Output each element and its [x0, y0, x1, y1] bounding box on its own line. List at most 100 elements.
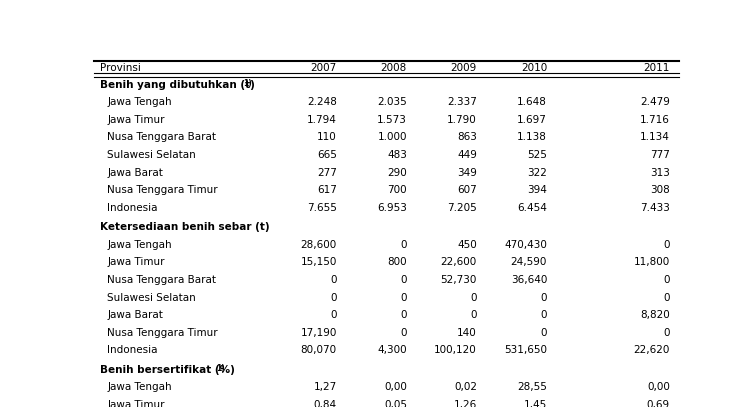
Text: Jawa Timur: Jawa Timur	[107, 115, 164, 125]
Text: 483: 483	[387, 150, 407, 160]
Text: 2.337: 2.337	[447, 97, 477, 107]
Text: 449: 449	[457, 150, 477, 160]
Text: 313: 313	[650, 168, 670, 177]
Text: 1.716: 1.716	[640, 115, 670, 125]
Text: 1): 1)	[216, 364, 225, 373]
Text: 0: 0	[400, 293, 407, 302]
Text: 0: 0	[541, 310, 547, 320]
Text: 1.000: 1.000	[378, 133, 407, 142]
Text: 0: 0	[400, 240, 407, 250]
Text: Jawa Tengah: Jawa Tengah	[107, 383, 172, 392]
Text: 665: 665	[317, 150, 337, 160]
Text: 7.433: 7.433	[640, 203, 670, 213]
Text: Jawa Barat: Jawa Barat	[107, 310, 163, 320]
Text: 0: 0	[330, 310, 337, 320]
Text: Indonesia: Indonesia	[107, 345, 158, 355]
Text: 0: 0	[470, 293, 477, 302]
Text: 607: 607	[457, 185, 477, 195]
Text: 2010: 2010	[521, 63, 547, 73]
Text: 22,620: 22,620	[633, 345, 670, 355]
Text: 80,070: 80,070	[301, 345, 337, 355]
Text: 7.205: 7.205	[447, 203, 477, 213]
Text: Nusa Tenggara Timur: Nusa Tenggara Timur	[107, 185, 218, 195]
Text: 450: 450	[457, 240, 477, 250]
Text: Jawa Barat: Jawa Barat	[107, 168, 163, 177]
Text: 800: 800	[388, 258, 407, 267]
Text: 2.479: 2.479	[640, 97, 670, 107]
Text: 531,650: 531,650	[504, 345, 547, 355]
Text: 2.035: 2.035	[377, 97, 407, 107]
Text: 0: 0	[470, 310, 477, 320]
Text: 0: 0	[330, 293, 337, 302]
Text: 36,640: 36,640	[510, 275, 547, 285]
Text: Sulawesi Selatan: Sulawesi Selatan	[107, 293, 196, 302]
Text: 2011: 2011	[643, 63, 670, 73]
Text: 0: 0	[400, 275, 407, 285]
Text: 22,600: 22,600	[441, 258, 477, 267]
Text: 1.697: 1.697	[517, 115, 547, 125]
Text: 290: 290	[387, 168, 407, 177]
Text: 17,190: 17,190	[300, 328, 337, 338]
Text: Nusa Tenggara Barat: Nusa Tenggara Barat	[107, 275, 216, 285]
Text: 2007: 2007	[311, 63, 337, 73]
Text: 52,730: 52,730	[440, 275, 477, 285]
Text: 0,02: 0,02	[454, 383, 477, 392]
Text: 617: 617	[317, 185, 337, 195]
Text: 0,84: 0,84	[314, 400, 337, 407]
Text: 0,00: 0,00	[647, 383, 670, 392]
Text: 2008: 2008	[381, 63, 407, 73]
Text: 24,590: 24,590	[510, 258, 547, 267]
Text: 1,27: 1,27	[314, 383, 337, 392]
Text: 277: 277	[317, 168, 337, 177]
Text: Nusa Tenggara Barat: Nusa Tenggara Barat	[107, 133, 216, 142]
Text: 1.790: 1.790	[447, 115, 477, 125]
Text: 0,00: 0,00	[384, 383, 407, 392]
Text: 1.648: 1.648	[517, 97, 547, 107]
Text: 6.454: 6.454	[517, 203, 547, 213]
Text: 525: 525	[527, 150, 547, 160]
Text: Sulawesi Selatan: Sulawesi Selatan	[107, 150, 196, 160]
Text: 110: 110	[317, 133, 337, 142]
Text: 2009: 2009	[451, 63, 477, 73]
Text: Jawa Timur: Jawa Timur	[107, 258, 164, 267]
Text: 28,55: 28,55	[517, 383, 547, 392]
Text: 0: 0	[330, 275, 337, 285]
Text: 28,600: 28,600	[301, 240, 337, 250]
Text: 1): 1)	[243, 79, 251, 88]
Text: 2.248: 2.248	[307, 97, 337, 107]
Text: Jawa Tengah: Jawa Tengah	[107, 240, 172, 250]
Text: 394: 394	[527, 185, 547, 195]
Text: 0: 0	[541, 293, 547, 302]
Text: 0: 0	[664, 275, 670, 285]
Text: Provinsi: Provinsi	[100, 63, 141, 73]
Text: 470,430: 470,430	[504, 240, 547, 250]
Text: 0: 0	[664, 293, 670, 302]
Text: 0: 0	[664, 240, 670, 250]
Text: 11,800: 11,800	[633, 258, 670, 267]
Text: Benih bersertifikat (%): Benih bersertifikat (%)	[100, 365, 235, 375]
Text: 0: 0	[541, 328, 547, 338]
Text: 700: 700	[388, 185, 407, 195]
Text: 1.134: 1.134	[640, 133, 670, 142]
Text: 0: 0	[664, 328, 670, 338]
Text: 0: 0	[400, 310, 407, 320]
Text: 322: 322	[527, 168, 547, 177]
Text: 863: 863	[457, 133, 477, 142]
Text: 1.138: 1.138	[517, 133, 547, 142]
Text: 140: 140	[457, 328, 477, 338]
Text: Indonesia: Indonesia	[107, 203, 158, 213]
Text: Jawa Timur: Jawa Timur	[107, 400, 164, 407]
Text: 777: 777	[650, 150, 670, 160]
Text: 1.573: 1.573	[377, 115, 407, 125]
Text: Ketersediaan benih sebar (t): Ketersediaan benih sebar (t)	[100, 222, 270, 232]
Text: 0,69: 0,69	[647, 400, 670, 407]
Text: 4,300: 4,300	[377, 345, 407, 355]
Text: 1.794: 1.794	[307, 115, 337, 125]
Text: 308: 308	[650, 185, 670, 195]
Text: 15,150: 15,150	[300, 258, 337, 267]
Text: 1,45: 1,45	[524, 400, 547, 407]
Text: 100,120: 100,120	[434, 345, 477, 355]
Text: 8,820: 8,820	[640, 310, 670, 320]
Text: 0,05: 0,05	[384, 400, 407, 407]
Text: 1,26: 1,26	[454, 400, 477, 407]
